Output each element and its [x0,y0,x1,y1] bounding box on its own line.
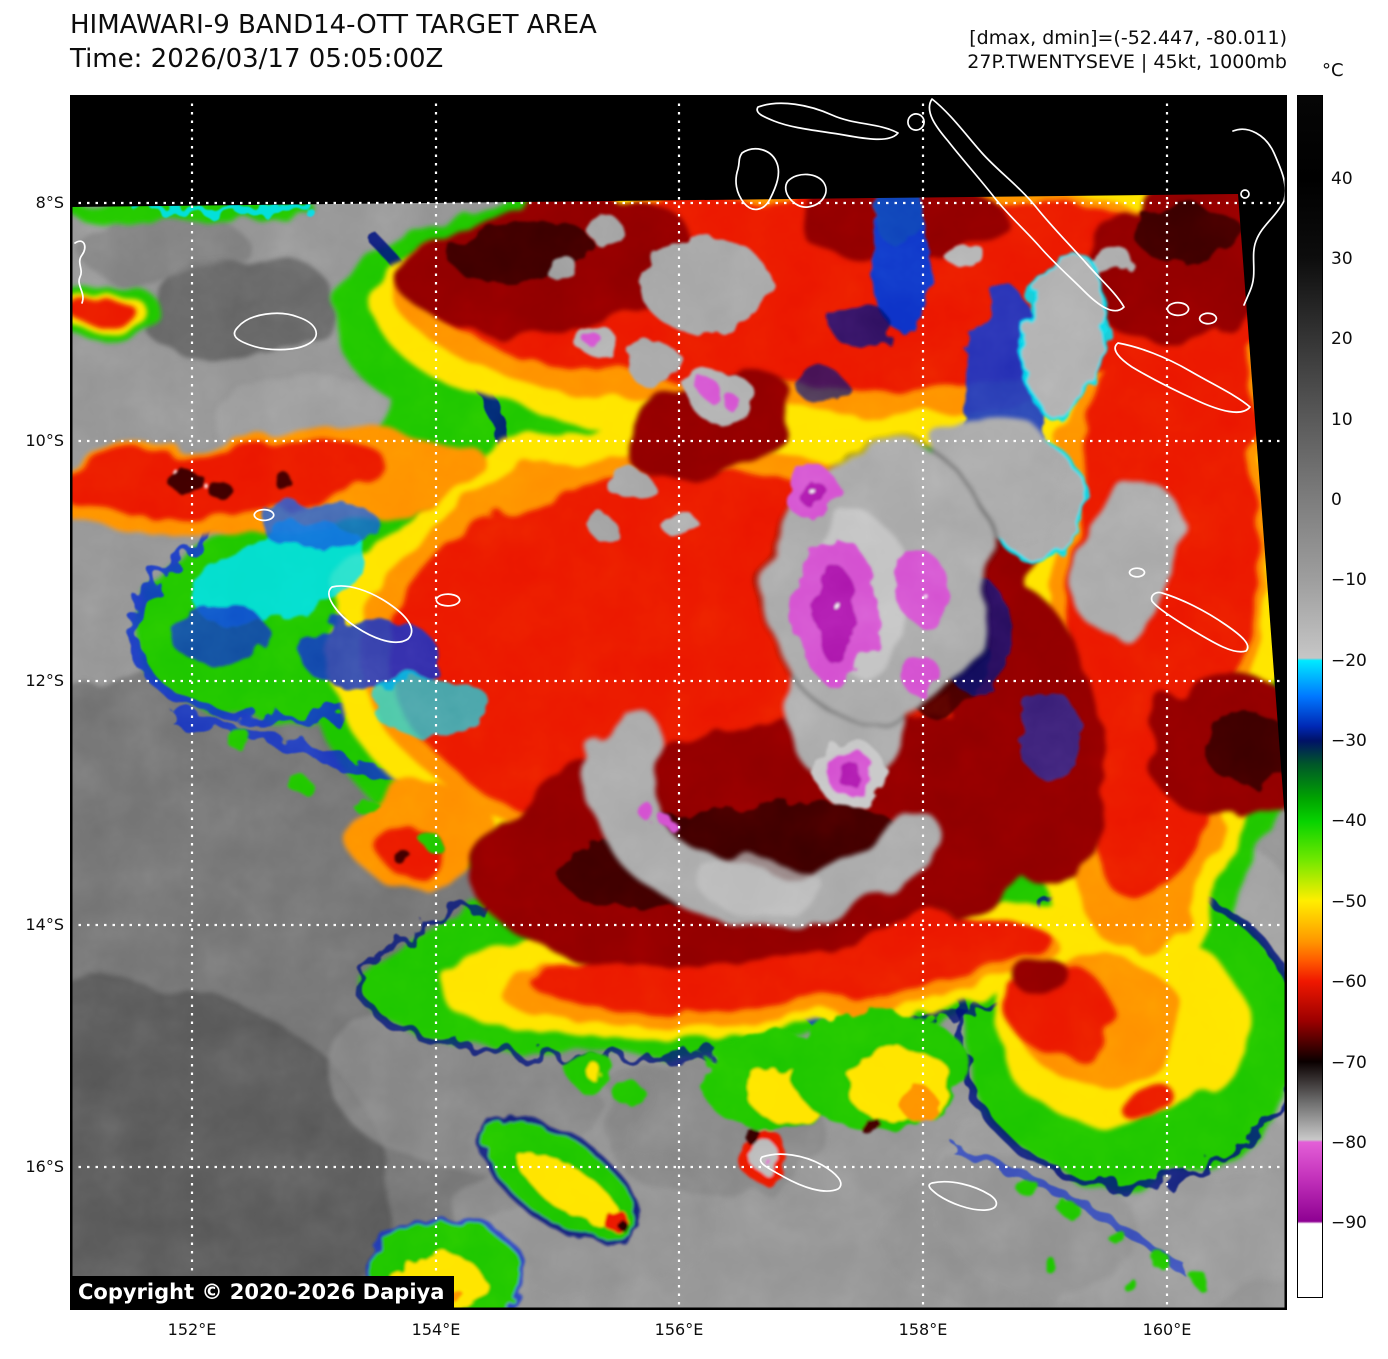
dmax-dmin-readout: [dmax, dmin]=(-52.447, -80.011) [969,27,1287,49]
latitude-tick-label: 10°S [25,431,64,450]
longitude-tick-label: 154°E [411,1320,461,1339]
latitude-tick-label: 12°S [25,671,64,690]
longitude-tick-label: 152°E [167,1320,217,1339]
longitude-tick-label: 160°E [1142,1320,1192,1339]
latitude-tick-label: 14°S [25,915,64,934]
colorbar-gradient [1297,95,1323,1298]
colorbar-tick-label: −80 [1331,1132,1367,1153]
colorbar-tick-label: −40 [1331,811,1367,832]
colorbar-tick-label: −10 [1331,570,1367,591]
colorbar-tick-label: 10 [1331,409,1353,430]
satellite-map [70,95,1287,1310]
colorbar-tick-label: −20 [1331,650,1367,671]
colorbar-tick-label: 30 [1331,248,1353,269]
timestamp: Time: 2026/03/17 05:05:00Z [70,44,444,74]
copyright-badge: Copyright © 2020-2026 Dapiya [70,1276,455,1310]
storm-id-readout: 27P.TWENTYSEVE | 45kt, 1000mb [967,51,1287,73]
colorbar-tick-label: 20 [1331,329,1353,350]
latitude-tick-label: 16°S [25,1157,64,1176]
longitude-tick-label: 158°E [898,1320,948,1339]
coastlines [74,98,1287,1211]
colorbar-tick-label: 0 [1331,490,1342,511]
latitude-tick-label: 8°S [35,193,64,212]
latlon-grid [70,95,1287,1310]
colorbar-tick-label: −30 [1331,731,1367,752]
data-swath [70,194,1287,1310]
longitude-tick-label: 156°E [654,1320,704,1339]
satellite-scene [70,95,1287,1310]
colorbar-tick-label: −70 [1331,1052,1367,1073]
colorbar-tick-label: −50 [1331,891,1367,912]
colorbar-tick-label: −90 [1331,1213,1367,1234]
colorbar-tick-label: 40 [1331,168,1353,189]
page-title: HIMAWARI-9 BAND14-OTT TARGET AREA [70,10,597,40]
map-frame [70,95,1287,1310]
colorbar-tick-label: −60 [1331,972,1367,993]
storm-info-block: [dmax, dmin]=(-52.447, -80.011) 27P.TWEN… [967,26,1287,74]
title-block: HIMAWARI-9 BAND14-OTT TARGET AREA Time: … [70,8,597,76]
colorbar-unit-label: °C [1322,60,1344,81]
